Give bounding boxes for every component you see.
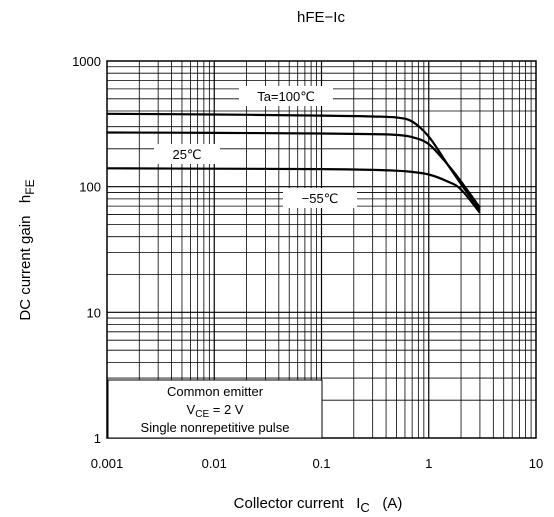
curve-minus-55c	[106, 167, 481, 214]
y-tick-labels: 1 10 100 1000	[72, 54, 101, 446]
condition-line2: VCE = 2 V	[187, 402, 244, 420]
y-axis-label-main: DC current gain	[17, 216, 34, 321]
label-minus55c: −55℃	[283, 188, 357, 208]
x-axis-label-subscript: C	[360, 500, 369, 515]
x-axis-label-symbol: I	[356, 495, 360, 512]
y-tick-label: 100	[79, 180, 101, 195]
x-tick-label: 0.1	[312, 456, 330, 471]
grid	[107, 61, 536, 438]
x-tick-label: 10	[529, 456, 543, 471]
vce-symbol: V	[187, 402, 196, 417]
y-tick-label: 10	[87, 305, 101, 320]
vce-value: = 2 V	[209, 402, 244, 417]
y-axis-label-subscript: FE	[23, 179, 37, 194]
x-axis-label: Collector current IC (A)	[234, 495, 403, 515]
label-ta100: Ta=100℃	[239, 86, 333, 106]
series-label-25c: 25℃	[172, 147, 201, 162]
condition-line3: Single nonrepetitive pulse	[141, 420, 290, 435]
x-tick-label: 1	[425, 456, 432, 471]
x-axis-label-unit: (A)	[382, 495, 402, 512]
condition-box: Common emitter VCE = 2 V Single nonrepet…	[107, 379, 323, 439]
curves	[106, 112, 481, 214]
chart-title: hFE−Ic	[297, 9, 345, 26]
x-axis-label-main: Collector current	[234, 495, 345, 512]
y-axis-label-symbol: h	[17, 195, 34, 203]
x-tick-label: 0.001	[91, 456, 124, 471]
series-label-ta100: Ta=100℃	[257, 89, 315, 104]
y-tick-label: 1	[94, 431, 101, 446]
condition-line1: Common emitter	[167, 384, 264, 399]
x-tick-label: 0.01	[202, 456, 227, 471]
series-label-minus55c: −55℃	[302, 191, 339, 206]
label-25c: 25℃	[154, 144, 220, 164]
vce-subscript: CE	[195, 409, 209, 420]
x-tick-labels: 0.001 0.01 0.1 1 10	[91, 456, 544, 471]
y-tick-label: 1000	[72, 54, 101, 69]
y-axis-label: DC current gain hFE	[17, 179, 37, 320]
curve-25c	[106, 131, 481, 209]
